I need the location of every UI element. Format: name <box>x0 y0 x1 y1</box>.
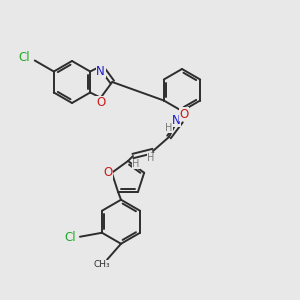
Text: H: H <box>147 153 155 163</box>
Text: H: H <box>132 159 140 169</box>
Text: Cl: Cl <box>64 231 76 244</box>
Text: O: O <box>96 96 105 109</box>
Text: Cl: Cl <box>18 51 30 64</box>
Text: H: H <box>165 123 173 133</box>
Text: N: N <box>172 113 180 127</box>
Text: O: O <box>179 107 189 121</box>
Text: N: N <box>96 65 105 78</box>
Text: CH₃: CH₃ <box>94 260 110 269</box>
Text: O: O <box>103 166 112 179</box>
